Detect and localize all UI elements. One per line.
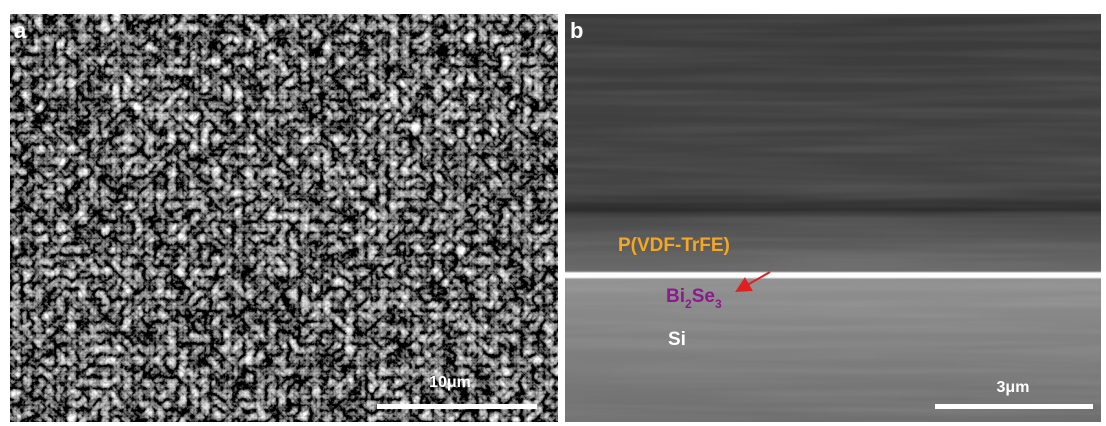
- sem-texture: [565, 14, 1101, 422]
- panel-a: a 10μm: [10, 14, 558, 422]
- scale-bar: [377, 404, 537, 409]
- panel-b: b P(VDF-TrFE) Bi2Se3 Si 3μm: [565, 14, 1101, 422]
- figure: a 10μm b P(VDF-TrFE) Bi2Se3 Si 3μm: [0, 0, 1106, 426]
- subscript: 3: [715, 297, 722, 311]
- scale-bar-label: 3μm: [997, 379, 1030, 396]
- layer-label: Si: [668, 329, 686, 350]
- sem-texture: [10, 14, 558, 422]
- panel-label: a: [14, 18, 27, 43]
- text: Se: [692, 286, 715, 307]
- scale-bar: [935, 404, 1093, 409]
- scale-bar-label: 10μm: [429, 374, 471, 391]
- layer-label: P(VDF-TrFE): [618, 235, 730, 256]
- panel-label: b: [570, 18, 583, 43]
- text: Bi: [666, 286, 685, 307]
